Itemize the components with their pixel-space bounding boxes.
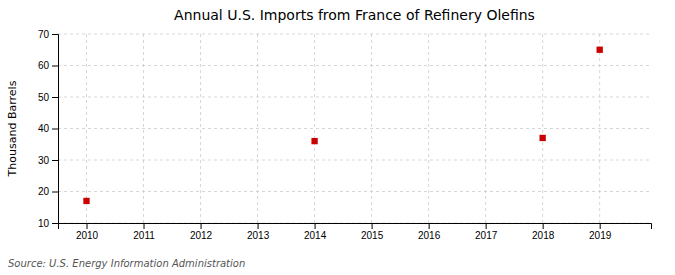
points [83, 47, 602, 205]
x-tick-label: 2014 [304, 230, 327, 241]
x-tick-mark [144, 223, 145, 229]
y-tick-label: 10 [38, 218, 50, 229]
point [311, 138, 317, 144]
x-tick: 2014 [304, 223, 327, 241]
grid-line-y [58, 97, 651, 98]
grid-line-y [58, 191, 651, 192]
grid-line-x [200, 34, 201, 223]
x-tick: 2018 [532, 223, 555, 241]
grid-line-x [86, 34, 87, 223]
x-tick-label: 2019 [589, 230, 612, 241]
x-axis: 2010 2011 2012 2013 2014 2015 2016 2017 2018 2019 [59, 223, 652, 241]
y-tick-label: 40 [38, 123, 50, 134]
x-tick-label: 2010 [76, 230, 99, 241]
x-tick-mark [429, 223, 430, 229]
y-tick-mark [52, 66, 58, 67]
y-axis-line [52, 35, 59, 224]
y-tick-mark [52, 223, 58, 224]
grid-line-y [58, 65, 651, 66]
y-tick: 40 [38, 123, 58, 134]
x-tick: 2012 [190, 223, 213, 241]
x-tick: 2015 [361, 223, 384, 241]
grid-line-y [58, 160, 651, 161]
x-tick-label: 2011 [133, 230, 155, 241]
grid-line-x [143, 34, 144, 223]
x-tick-label: 2013 [247, 230, 270, 241]
x-tick-mark [315, 223, 316, 229]
y-tick-mark [52, 192, 58, 193]
chart: 2010201120122013201420152016201720182019… [0, 0, 675, 275]
title: Annual U.S. Imports from France of Refin… [174, 7, 535, 23]
source-note: Source: U.S. Energy Information Administ… [8, 258, 245, 269]
x-axis-line [59, 224, 652, 230]
x-tick-label: 2015 [361, 230, 384, 241]
grid-line-y [58, 128, 651, 129]
grid-line-x [542, 34, 543, 223]
x-tick: 2019 [589, 223, 612, 241]
y-tick-mark [52, 129, 58, 130]
y-tick-label: 30 [38, 155, 50, 166]
y-tick-label: 70 [38, 29, 50, 40]
x-tick: 2011 [133, 223, 155, 241]
y-axis-title: Thousand Barrels [6, 80, 19, 177]
y-tick-mark [52, 97, 58, 98]
x-tick-mark [543, 223, 544, 229]
grid-line-x [485, 34, 486, 223]
x-tick-mark [372, 223, 373, 229]
y-tick-mark [52, 34, 58, 35]
y-tick-mark [52, 160, 58, 161]
y-tick-label: 20 [38, 186, 50, 197]
grid-line-x [314, 34, 315, 223]
x-tick-label: 2018 [532, 230, 555, 241]
x-tick-mark [600, 223, 601, 229]
grid-line-x [599, 34, 600, 223]
point [540, 135, 546, 141]
y-tick: 20 [38, 186, 58, 197]
point [83, 198, 89, 204]
x-tick: 2010 [76, 223, 99, 241]
point [597, 47, 603, 53]
x-tick: 2017 [475, 223, 498, 241]
grid-line-x [371, 34, 372, 223]
plot-area: 2010201120122013201420152016201720182019… [38, 29, 652, 241]
y-tick: 10 [38, 218, 58, 229]
x-tick-mark [87, 223, 88, 229]
x-tick-mark [201, 223, 202, 229]
x-tick: 2016 [418, 223, 441, 241]
x-tick-label: 2016 [418, 230, 441, 241]
y-tick: 60 [38, 60, 58, 71]
y-tick: 30 [38, 155, 58, 166]
grid-line-x [257, 34, 258, 223]
x-tick-label: 2012 [190, 230, 213, 241]
x-tick-label: 2017 [475, 230, 498, 241]
y-tick-label: 60 [38, 60, 50, 71]
grid-line-y [58, 34, 651, 35]
grid [58, 34, 651, 223]
y-axis: 10 20 30 40 50 60 70 [38, 29, 59, 229]
x-tick: 2013 [247, 223, 270, 241]
x-tick-mark [486, 223, 487, 229]
grid-line-x [428, 34, 429, 223]
y-tick: 70 [38, 29, 58, 40]
y-tick-label: 50 [38, 92, 50, 103]
x-tick-mark [258, 223, 259, 229]
y-tick: 50 [38, 92, 58, 103]
